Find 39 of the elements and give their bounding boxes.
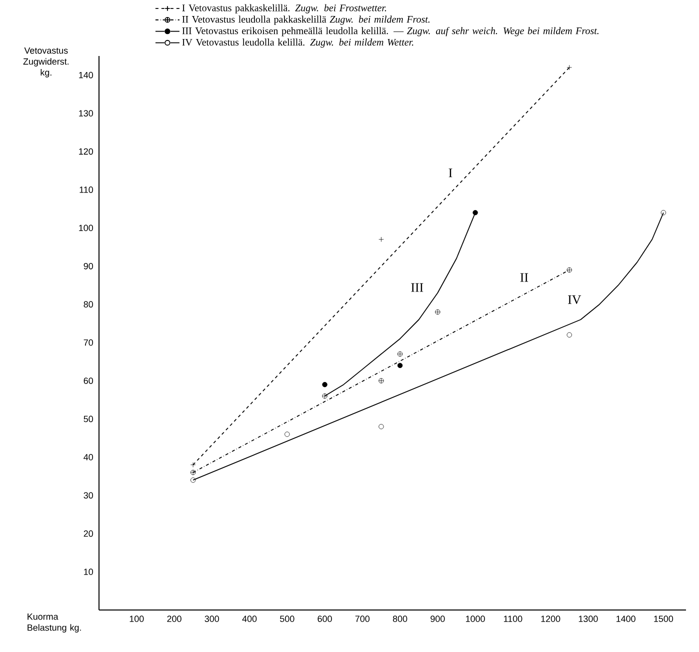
legend-label: II Vetovastus leudolla pakkaskelillä Zugw. bei mildem Frost. [182,16,430,25]
y-tick-label: 140 [79,72,94,78]
y-tick-label: 90 [84,262,94,270]
y-tick-label: 130 [79,110,94,116]
annotation: II [520,273,528,282]
x-tick-label: 1100 [504,616,522,622]
y-tick-label: 100 [79,224,94,232]
y-tick-label: 70 [84,339,94,346]
x-tick-label: 900 [430,616,445,622]
x-tick-label: 1000 [466,616,485,622]
legend-label: I Vetovastus pakkaskelillä. Zugw. bei Frostwetter. [182,4,386,14]
y-tick-label: 10 [84,568,94,575]
x-tick-label: 200 [167,616,182,622]
legend-label: III Vetovastus erikoisen pehmeällä leudolla kelillä. — Zugw. auf sehr weich. Wege bei mildem Frost. [182,27,598,36]
x-tick-label: 1500 [654,616,674,622]
x-tick-label: 1400 [616,616,636,622]
annotation: IV [568,295,582,304]
y-tick-label: 50 [84,416,94,422]
x-tick-label: 600 [318,616,332,622]
x-tick-label: 400 [242,616,257,622]
x-tick-label: 1200 [541,616,560,622]
y-tick-label: 30 [84,492,94,499]
y-axis-title: Vetovastus Zugwiderst. kg. [23,47,69,78]
y-tick-label: 20 [84,530,94,537]
x-tick-label: 700 [355,616,370,622]
y-tick-label: 60 [84,378,94,384]
x-tick-label: 300 [204,616,220,622]
y-tick-label: 120 [79,148,94,155]
x-tick-label: 1300 [578,616,598,622]
legend-label: IV Vetovastus leudolla kelillä. Zugw. bei mildem Wetter. [182,38,414,48]
x-tick-label: 500 [280,616,294,622]
y-tick-label: 80 [84,301,94,308]
y-tick-label: 40 [84,454,94,460]
x-tick-label: 100 [130,616,144,622]
annotation: III [411,283,424,292]
annotation: I [448,168,452,178]
x-tick-label: 800 [392,616,408,622]
y-tick-label: 110 [80,186,94,193]
x-axis-title: Kuorma Belastung kg. [28,614,81,633]
